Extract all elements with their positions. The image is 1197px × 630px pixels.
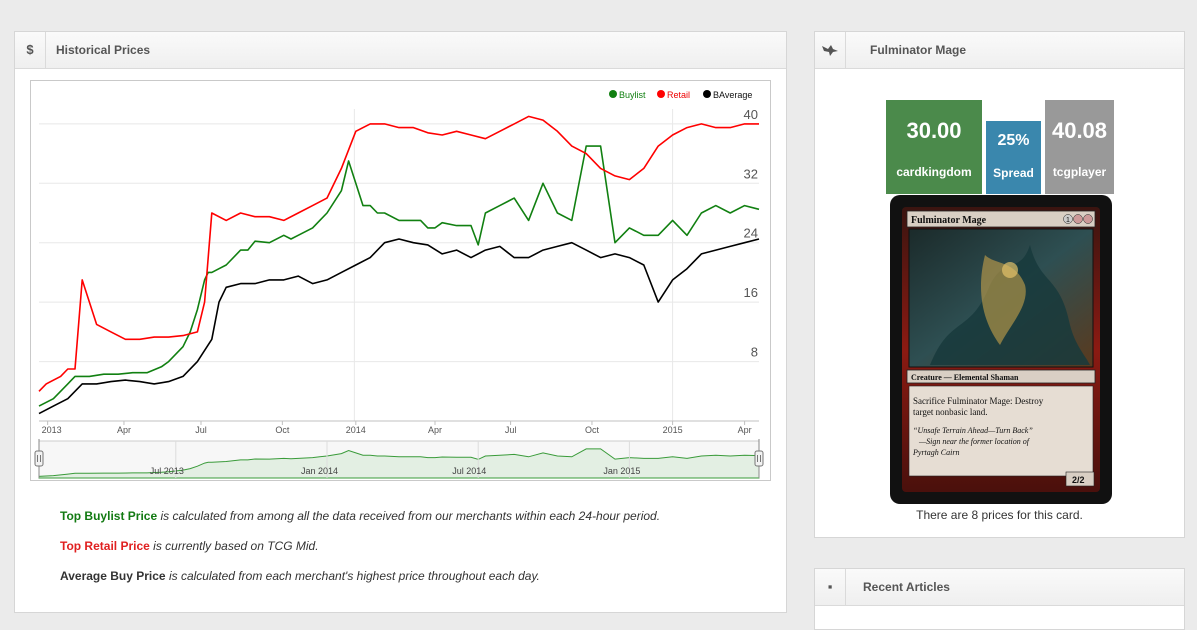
- articles-title: Recent Articles: [863, 580, 950, 594]
- y-tick-label: 32: [744, 166, 758, 181]
- retail-label: Top Retail Price: [60, 539, 150, 553]
- legend-item-buylist[interactable]: Buylist: [619, 90, 646, 100]
- recent-articles-header: ▪ Recent Articles: [815, 569, 1184, 606]
- x-tick-label: Jul: [505, 425, 517, 435]
- price-chart[interactable]: 8 16 24 32 40 2013 Apr Jul Oct 2014 Apr Jul Oct 2015…: [30, 80, 771, 481]
- x-tick-label: Oct: [585, 425, 600, 435]
- card-panel-header: Fulminator Mage: [815, 32, 1184, 69]
- card-art: Fulminator Mage 1 Creature — Elemental S…: [902, 207, 1100, 492]
- retail-text: is currently based on TCG Mid.: [149, 539, 319, 553]
- navigator-tick-label: Jan 2014: [301, 466, 338, 476]
- average-description: Average Buy Price is calculated from eac…: [60, 569, 540, 583]
- x-tick-label: Apr: [117, 425, 131, 435]
- series-line-buylist[interactable]: [38, 145, 760, 407]
- y-tick-label: 24: [744, 226, 758, 241]
- navigator-right-handle[interactable]: [754, 450, 764, 467]
- card-image[interactable]: Fulminator Mage 1 Creature — Elemental S…: [890, 195, 1112, 504]
- legend-item-baverage[interactable]: BAverage: [713, 90, 752, 100]
- spread-value: 25%: [997, 132, 1030, 149]
- x-tick-label: 2013: [42, 425, 62, 435]
- svg-text:Sacrifice Fulminator Mage: Des: Sacrifice Fulminator Mage: Destroy targe…: [913, 396, 1045, 417]
- x-tick-label: Apr: [738, 425, 752, 435]
- average-text: is calculated from each merchant's highe…: [165, 569, 540, 583]
- recent-articles-panel: ▪ Recent Articles: [814, 568, 1185, 630]
- navigator-series: [38, 448, 760, 479]
- navigator-left-handle[interactable]: [34, 450, 44, 467]
- average-label: Average Buy Price: [60, 569, 166, 583]
- spread-label: Spread: [993, 166, 1034, 180]
- x-tick-label: 2014: [346, 425, 366, 435]
- power-toughness: 2/2: [1072, 475, 1085, 485]
- dollar-icon: $: [15, 32, 46, 68]
- x-tick-label: Apr: [428, 425, 442, 435]
- y-tick-label: 40: [744, 107, 758, 122]
- buy-source: cardkingdom: [896, 165, 972, 179]
- prices-count: There are 8 prices for this card.: [916, 508, 1083, 522]
- card-title: Fulminator Mage: [870, 43, 967, 57]
- chart-svg[interactable]: 8 16 24 32 40 2013 Apr Jul Oct 2014 Apr Jul Oct 2015…: [31, 81, 770, 480]
- svg-text:“Unsafe Terrain Ahead—Turn Bac: “Unsafe Terrain Ahead—Turn Back” —Sign n…: [912, 426, 1035, 457]
- navigator-tick-label: Jan 2015: [603, 466, 640, 476]
- series-line-baverage[interactable]: [38, 238, 760, 415]
- navigator-tick-label: Jul 2014: [452, 466, 486, 476]
- card-type-line: Creature — Elemental Shaman: [911, 373, 1019, 382]
- legend-marker: [703, 90, 711, 98]
- sell-price: 40.08: [1051, 118, 1108, 143]
- navigator-tick-label: Jul 2013: [150, 466, 184, 476]
- y-tick-label: 8: [751, 345, 758, 360]
- spread-box: 25% Spread: [986, 121, 1041, 194]
- buylist-label: Top Buylist Price: [60, 509, 158, 523]
- retail-description: Top Retail Price is currently based on T…: [60, 539, 319, 553]
- document-icon: ▪: [815, 569, 846, 605]
- mana-cost: 1: [1066, 217, 1070, 224]
- panel-title: Historical Prices: [56, 43, 151, 57]
- legend-marker: [609, 90, 617, 98]
- historical-prices-panel: $ Historical Prices 8 16 24 32 40 2013 Apr Jul…: [14, 31, 787, 613]
- legend-marker: [657, 90, 665, 98]
- buylist-text: is calculated from among all the data re…: [157, 509, 661, 523]
- sell-price-box[interactable]: 40.08 tcgplayer: [1045, 100, 1114, 194]
- bird-icon: [815, 32, 846, 68]
- buy-price: 30.00: [906, 118, 962, 143]
- buylist-description: Top Buylist Price is calculated from amo…: [60, 509, 660, 523]
- x-tick-label: Oct: [275, 425, 290, 435]
- card-panel: Fulminator Mage 30.00 cardkingdom 25% Sp…: [814, 31, 1185, 538]
- y-tick-label: 16: [744, 285, 758, 300]
- series-line-retail[interactable]: [38, 115, 759, 392]
- legend-item-retail[interactable]: Retail: [667, 90, 690, 100]
- sell-source: tcgplayer: [1052, 165, 1107, 179]
- historical-prices-header: $ Historical Prices: [15, 32, 786, 69]
- x-tick-label: 2015: [663, 425, 683, 435]
- buy-price-box[interactable]: 30.00 cardkingdom: [886, 100, 982, 194]
- x-tick-label: Jul: [195, 425, 207, 435]
- card-name: Fulminator Mage: [911, 215, 987, 226]
